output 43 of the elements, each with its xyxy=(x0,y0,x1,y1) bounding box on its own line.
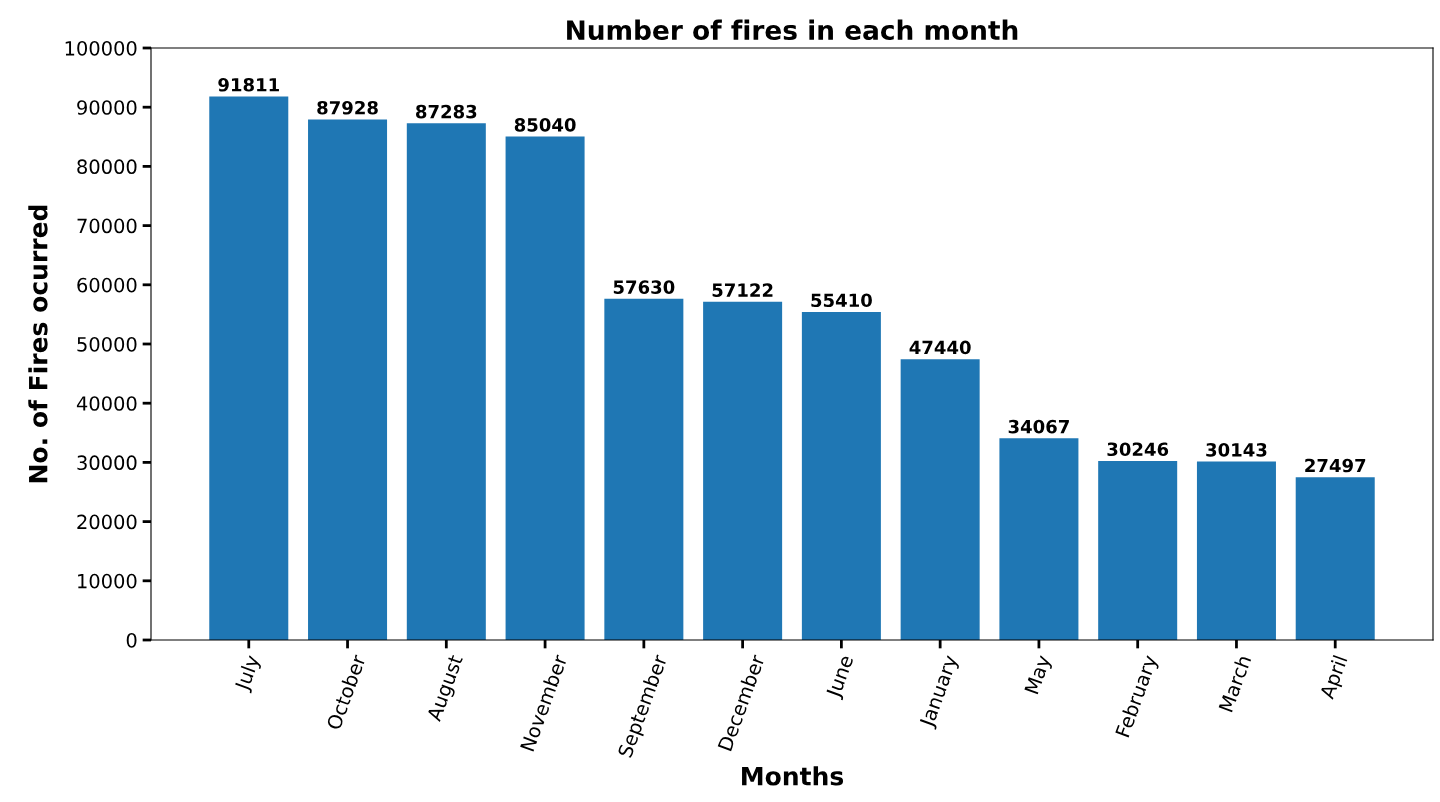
y-tick-label: 30000 xyxy=(77,455,137,471)
data-label: 34067 xyxy=(1008,419,1069,434)
data-label: 91811 xyxy=(218,77,279,92)
bar xyxy=(999,438,1079,640)
bar xyxy=(406,123,486,640)
bar xyxy=(801,311,881,640)
bar xyxy=(209,96,289,640)
y-tick-label: 70000 xyxy=(77,218,137,234)
x-tick-label: May xyxy=(1024,653,1055,696)
x-tick-label: June xyxy=(825,654,857,701)
y-tick-label: 80000 xyxy=(77,159,137,175)
x-tick-label: July xyxy=(233,653,264,694)
y-tick-label: 10000 xyxy=(78,573,137,589)
data-label: 85040 xyxy=(514,118,576,132)
data-label: 30246 xyxy=(1107,442,1169,457)
data-label: 47440 xyxy=(909,340,971,355)
bar xyxy=(1295,477,1375,640)
x-tick-label: April xyxy=(1318,654,1352,702)
data-label: 87928 xyxy=(317,100,378,115)
y-axis-title: No. of Fires ocurred xyxy=(28,205,48,483)
bar xyxy=(703,301,783,640)
y-tick-label: 0 xyxy=(126,632,137,648)
data-label: 57122 xyxy=(712,283,773,297)
data-label: 87283 xyxy=(416,104,477,119)
x-tick-label: March xyxy=(1218,654,1252,713)
y-tick-label: 50000 xyxy=(77,336,137,352)
bar xyxy=(1098,460,1178,640)
bar xyxy=(900,359,980,640)
data-label: 27497 xyxy=(1305,458,1366,473)
y-tick-label: 40000 xyxy=(76,396,137,411)
chart-title: Number of fires in each month xyxy=(567,19,1018,41)
y-tick-label: 90000 xyxy=(77,100,137,115)
bar xyxy=(505,136,585,640)
bar xyxy=(604,298,684,640)
x-axis-title: Months xyxy=(742,766,844,786)
y-tick-label: 100000 xyxy=(65,40,137,56)
data-label: 57630 xyxy=(613,280,675,294)
data-label: 30143 xyxy=(1206,443,1267,457)
y-tick-label: 20000 xyxy=(77,514,137,530)
bar xyxy=(1196,461,1276,640)
bar xyxy=(308,119,388,640)
y-tick-label: 60000 xyxy=(77,277,137,293)
data-label: 55410 xyxy=(811,293,872,308)
